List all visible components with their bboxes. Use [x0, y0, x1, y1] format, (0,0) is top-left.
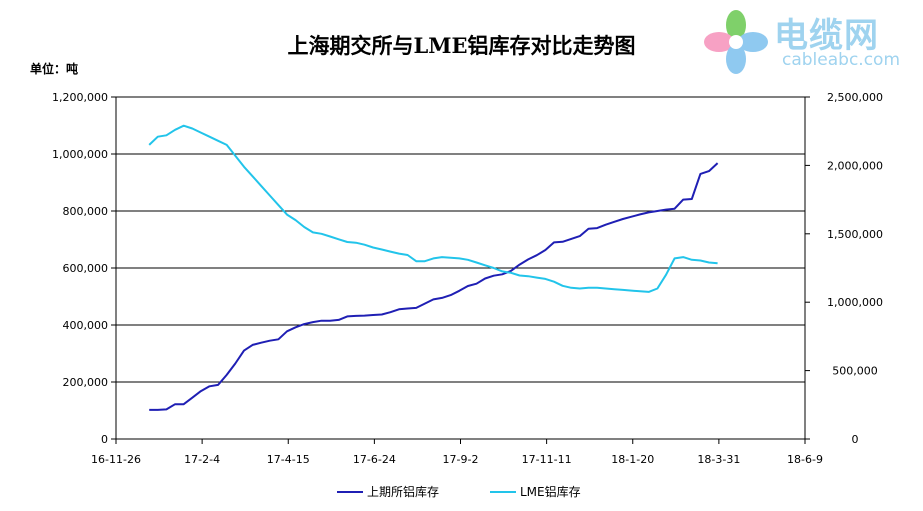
- x-tick-label: 18-3-31: [697, 453, 740, 466]
- left-tick-label: 200,000: [63, 376, 109, 389]
- legend-swatch: [337, 490, 363, 493]
- chart-title: 上海期交所与LME铝库存对比走势图: [287, 33, 636, 58]
- left-tick-label: 1,200,000: [52, 91, 108, 104]
- right-tick-label: 1,500,000: [827, 228, 883, 241]
- right-axis-ticks: 0 500,000 1,000,000 1,500,000 2,000,000 2,500…: [805, 91, 883, 446]
- site-logo: 电缆网 cableabc.com: [702, 6, 917, 80]
- x-tick-label: 17-4-15: [267, 453, 310, 466]
- x-tick-label: 18-6-9: [787, 453, 823, 466]
- legend: 上期所铝库存 LME铝库存: [0, 483, 923, 503]
- right-tick-label: 500,000: [832, 365, 878, 378]
- x-tick-label: 17-6-24: [353, 453, 396, 466]
- x-tick-label: 17-11-11: [522, 453, 572, 466]
- series-line-1: [148, 124, 718, 293]
- left-tick-label: 1,000,000: [52, 148, 108, 161]
- left-axis-ticks: 0 200,000 400,000 600,000 800,000 1,000,000 1,…: [52, 91, 116, 446]
- right-tick-label: 0: [852, 433, 859, 446]
- series-line-0: [149, 162, 719, 411]
- right-tick-label: 2,500,000: [827, 91, 883, 104]
- unit-label: 单位：吨: [30, 62, 79, 76]
- left-tick-label: 800,000: [63, 205, 109, 218]
- logo-main-text: 电缆网: [774, 16, 879, 56]
- x-tick-label: 17-9-2: [443, 453, 479, 466]
- legend-item-lme: LME铝库存: [490, 483, 581, 500]
- logo-sub-text: cableabc.com: [782, 50, 901, 70]
- legend-item-shfe: 上期所铝库存: [337, 483, 439, 500]
- legend-swatch: [490, 490, 516, 493]
- x-tick-label: 18-1-20: [611, 453, 654, 466]
- flower-logo-icon: [704, 10, 768, 74]
- series-lines: [148, 124, 719, 411]
- right-tick-label: 2,000,000: [827, 159, 883, 172]
- grid-lines: [115, 96, 806, 440]
- legend-label: 上期所铝库存: [367, 485, 440, 499]
- x-axis-ticks: 16-11-26 17-2-4 17-4-15 17-6-24 17-9-2 17-11-…: [91, 439, 823, 466]
- left-tick-label: 400,000: [63, 319, 109, 332]
- left-tick-label: 600,000: [63, 262, 109, 275]
- x-tick-label: 17-2-4: [184, 453, 220, 466]
- legend-label: LME铝库存: [520, 485, 581, 499]
- right-tick-label: 1,000,000: [827, 296, 883, 309]
- x-tick-label: 16-11-26: [91, 453, 141, 466]
- left-tick-label: 0: [101, 433, 108, 446]
